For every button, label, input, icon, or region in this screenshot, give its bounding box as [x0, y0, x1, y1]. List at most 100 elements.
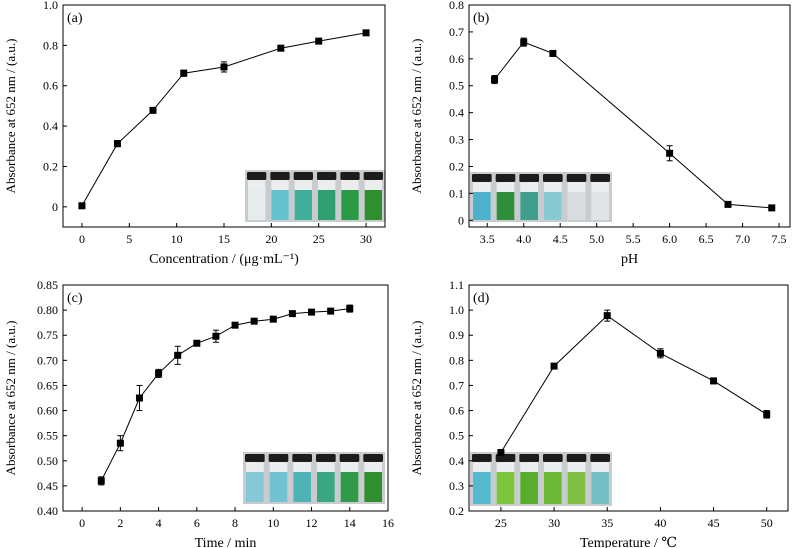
panel-b-ph-chart: 3.5 4.0 4.5 5.0 5.5 6.0 6.5 7.0 7.5 0 0.1 0.2 0.3 0.4…: [409, 0, 790, 267]
y-tick-label: 0.7: [449, 378, 464, 392]
y-tick-label: 0.55: [37, 429, 58, 443]
x-tick-label: 20: [265, 232, 277, 246]
x-tick-label: 7.5: [772, 232, 787, 246]
vial-cap: [472, 174, 492, 182]
x-tick-label: 6.5: [699, 232, 714, 246]
x-tick-label: 7.0: [735, 232, 750, 246]
vial-cap: [567, 454, 587, 462]
x-tick-label: 5.0: [589, 232, 604, 246]
vial-solution: [544, 472, 562, 504]
x-tick-label: 0: [79, 232, 85, 246]
y-tick-label: 0: [458, 213, 464, 227]
data-point: [604, 312, 611, 319]
data-point: [180, 70, 187, 77]
figure-four-panel-charts: 0 5 10 15 20 25 3000.20.40.60.81.0Concentratio…: [0, 0, 800, 548]
y-tick-label: 0.8: [449, 0, 464, 12]
y-tick-label: 0.8: [449, 353, 464, 367]
y-tick-label: 0.1: [449, 186, 464, 200]
vial-solution: [364, 472, 382, 502]
y-tick-label: 0.80: [37, 303, 58, 317]
x-tick-label: 8: [232, 516, 238, 530]
y-tick-label: 0.45: [37, 479, 58, 493]
y-tick-label: 0.2: [449, 504, 464, 518]
data-point: [221, 63, 228, 70]
x-tick-label: 6.0: [662, 232, 677, 246]
vial-solution: [568, 472, 586, 504]
data-point: [114, 140, 121, 147]
x-axis-title: pH: [621, 252, 638, 267]
x-tick-label: 14: [344, 516, 356, 530]
y-axis-title: Absorbance at 652 nm / (a.u.): [3, 321, 18, 476]
vial-solution: [497, 472, 515, 504]
data-point: [710, 377, 717, 384]
vial-solution: [341, 190, 358, 220]
x-tick-label: 5: [126, 232, 132, 246]
x-tick-label: 30: [360, 232, 372, 246]
y-tick-label: 0.2: [449, 159, 464, 173]
x-tick-label: 25: [495, 516, 507, 530]
vial-solution: [568, 192, 586, 220]
data-point: [763, 411, 770, 418]
x-tick-label: 50: [761, 516, 773, 530]
y-tick-label: 0: [52, 200, 58, 214]
y-tick-label: 0.75: [37, 328, 58, 342]
vial-cap: [316, 454, 336, 462]
vial-photo-inset: [243, 452, 385, 504]
y-tick-label: 0.40: [37, 504, 58, 518]
x-tick-label: 45: [708, 516, 720, 530]
vial-cap: [519, 454, 539, 462]
vial-cap: [590, 174, 610, 182]
data-point: [174, 352, 181, 359]
vial-cap: [292, 454, 312, 462]
data-point: [289, 310, 296, 317]
vial-solution: [246, 472, 264, 502]
data-point: [346, 305, 353, 312]
vial-cap: [270, 172, 289, 180]
vial-cap: [567, 174, 587, 182]
x-tick-label: 10: [171, 232, 183, 246]
panel-c-time-chart: 0 2 4 6 8 10 12 14 160.400.450.500.550.600.650.7…: [3, 278, 394, 548]
y-tick-label: 0.4: [43, 119, 58, 133]
y-tick-label: 0.6: [449, 404, 464, 418]
data-point: [657, 350, 664, 357]
x-tick-label: 5.5: [626, 232, 641, 246]
data-point: [78, 202, 85, 209]
data-point: [232, 322, 239, 329]
panel-label: (d): [473, 291, 490, 306]
vial-solution: [544, 192, 562, 220]
data-point: [212, 333, 219, 340]
data-point: [251, 318, 258, 325]
vial-photo-inset: [470, 452, 612, 506]
data-point: [277, 45, 284, 52]
vial-cap: [519, 174, 539, 182]
y-tick-label: 1.0: [449, 303, 464, 317]
y-tick-label: 0.6: [449, 52, 464, 66]
vial-solution: [318, 190, 335, 220]
y-tick-label: 0.50: [37, 454, 58, 468]
y-tick-label: 0.5: [449, 429, 464, 443]
data-point: [327, 308, 334, 315]
x-tick-label: 12: [306, 516, 318, 530]
y-tick-label: 0.70: [37, 353, 58, 367]
x-tick-label: 35: [601, 516, 613, 530]
x-axis-title: Time / min: [195, 536, 257, 548]
vial-photo-inset: [245, 170, 385, 222]
data-point: [149, 107, 156, 114]
vial-solution: [365, 190, 382, 220]
vial-cap: [472, 454, 492, 462]
x-tick-label: 4: [156, 516, 162, 530]
y-tick-label: 0.9: [449, 328, 464, 342]
vial-cap: [294, 172, 313, 180]
y-tick-label: 0.3: [449, 479, 464, 493]
data-point: [98, 477, 105, 484]
vial-cap: [496, 174, 516, 182]
vial-cap: [363, 454, 383, 462]
y-axis-title: Absorbance at 652 nm / (a.u.): [409, 321, 424, 476]
x-tick-label: 3.5: [480, 232, 495, 246]
data-point: [551, 363, 558, 370]
data-point: [308, 309, 315, 316]
vial-cap: [340, 454, 360, 462]
y-tick-label: 0.60: [37, 404, 58, 418]
data-point: [117, 440, 124, 447]
vial-solution: [473, 472, 491, 504]
